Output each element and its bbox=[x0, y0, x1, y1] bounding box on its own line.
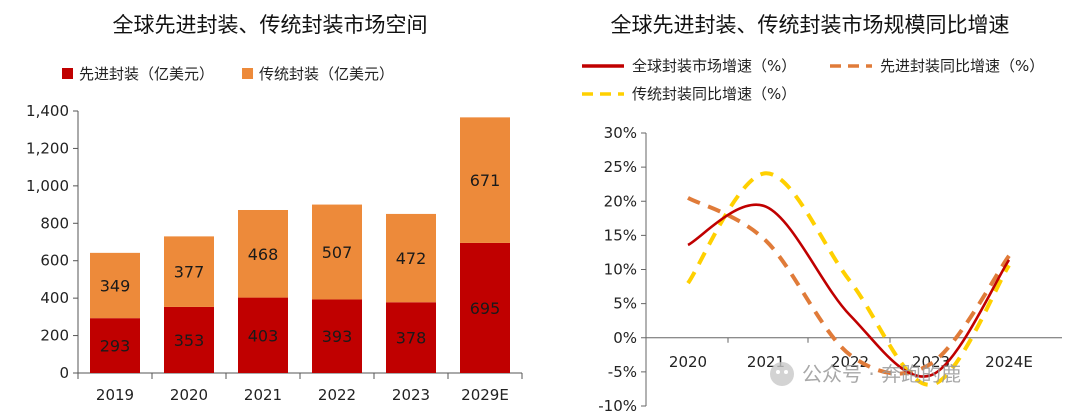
x-tick-label: 2020 bbox=[669, 353, 707, 371]
y-tick-label: 0 bbox=[59, 364, 69, 382]
y-tick-label: 10% bbox=[604, 261, 637, 279]
y-tick-label: 15% bbox=[604, 226, 637, 244]
y-tick-label: 5% bbox=[613, 295, 637, 313]
bar-segment-2 bbox=[460, 117, 510, 243]
y-tick-label: 0% bbox=[613, 329, 637, 347]
y-tick-label: 30% bbox=[604, 124, 637, 142]
growth-line-chart: 全球封装市场增速（%） 先进封装同比增速（%） 传统封装同比增速（%） -10% -5%… bbox=[582, 57, 1062, 415]
bar-segment-2 bbox=[90, 252, 140, 319]
bar-segment-2 bbox=[386, 213, 436, 303]
series-line-3 bbox=[686, 171, 1011, 387]
bar-segment-1 bbox=[386, 302, 436, 373]
data-label: 353 bbox=[174, 331, 205, 350]
y-tick-label: 20% bbox=[604, 192, 637, 210]
y-tick-label: -10% bbox=[598, 397, 637, 415]
data-label: 349 bbox=[100, 277, 131, 296]
series-line-1 bbox=[687, 203, 1011, 378]
y-tick-label: 1,200 bbox=[26, 139, 69, 157]
x-tick-label: 2022 bbox=[831, 353, 869, 371]
bar-segment-1 bbox=[460, 242, 510, 373]
x-tick-label: 2023 bbox=[392, 386, 430, 404]
y-tick-label: 1,000 bbox=[26, 177, 69, 195]
data-label: 403 bbox=[248, 326, 279, 345]
y-tick-label: 200 bbox=[40, 327, 69, 345]
bar-segment-1 bbox=[238, 297, 288, 373]
watermark-text: 公众号 · 奔跑的鹿 bbox=[802, 362, 961, 386]
y-tick-label: 400 bbox=[40, 289, 69, 307]
stacked-bar-chart: 先进封装（亿美元） 传统封装（亿美元） 0 200 400 600 800 1,000 1,20… bbox=[26, 65, 523, 404]
data-label: 378 bbox=[396, 329, 427, 348]
legend-label-2: 先进封装同比增速（%） bbox=[880, 57, 1044, 75]
x-tick-label: 2022 bbox=[318, 386, 356, 404]
wechat-logo-eye bbox=[784, 370, 788, 374]
data-label: 695 bbox=[470, 299, 501, 318]
wechat-logo-icon bbox=[770, 362, 794, 386]
y-tick-label: 800 bbox=[40, 214, 69, 232]
legend-swatch-1 bbox=[62, 68, 73, 79]
bar-segment-2 bbox=[164, 236, 214, 307]
legend-label-1: 先进封装（亿美元） bbox=[79, 65, 214, 83]
bar-segment-2 bbox=[238, 209, 288, 298]
data-label: 293 bbox=[100, 337, 131, 356]
left-chart-panel: 全球先进封装、传统封装市场空间 先进封装（亿美元） 传统封装（亿美元） 0 200 40… bbox=[26, 13, 523, 404]
x-tick-label: 2019 bbox=[96, 386, 134, 404]
bar-segment-1 bbox=[90, 318, 140, 373]
legend-label-3: 传统封装同比增速（%） bbox=[632, 85, 796, 103]
series-line-2 bbox=[687, 196, 1011, 376]
data-label: 468 bbox=[248, 245, 279, 264]
bar-segment-2 bbox=[312, 204, 362, 300]
x-tick-label: 2024E bbox=[985, 353, 1033, 371]
bar-segment-1 bbox=[312, 299, 362, 373]
x-tick-label: 2029E bbox=[461, 386, 509, 404]
x-tick-label: 2020 bbox=[170, 386, 208, 404]
data-label: 393 bbox=[322, 327, 353, 346]
x-tick-label: 2021 bbox=[244, 386, 282, 404]
right-chart-panel: 全球先进封装、传统封装市场规模同比增速 全球封装市场增速（%） 先进封装同比增速（… bbox=[540, 0, 1080, 415]
data-label: 507 bbox=[322, 243, 353, 262]
y-tick-label: 1,400 bbox=[26, 102, 69, 120]
legend-label-2: 传统封装（亿美元） bbox=[259, 65, 394, 83]
wechat-logo-eye bbox=[776, 370, 780, 374]
y-tick-label: 25% bbox=[604, 158, 637, 176]
data-label: 472 bbox=[396, 249, 427, 268]
data-label: 377 bbox=[174, 263, 205, 282]
legend-label-1: 全球封装市场增速（%） bbox=[632, 57, 796, 75]
data-label: 671 bbox=[470, 171, 501, 190]
legend-swatch-2 bbox=[242, 68, 254, 79]
bar-segment-1 bbox=[164, 306, 214, 373]
y-tick-label: 600 bbox=[40, 252, 69, 270]
right-chart-title: 全球先进封装、传统封装市场规模同比增速 bbox=[610, 13, 1010, 37]
y-tick-label: -5% bbox=[608, 363, 637, 381]
left-chart-title: 全球先进封装、传统封装市场空间 bbox=[112, 13, 428, 37]
